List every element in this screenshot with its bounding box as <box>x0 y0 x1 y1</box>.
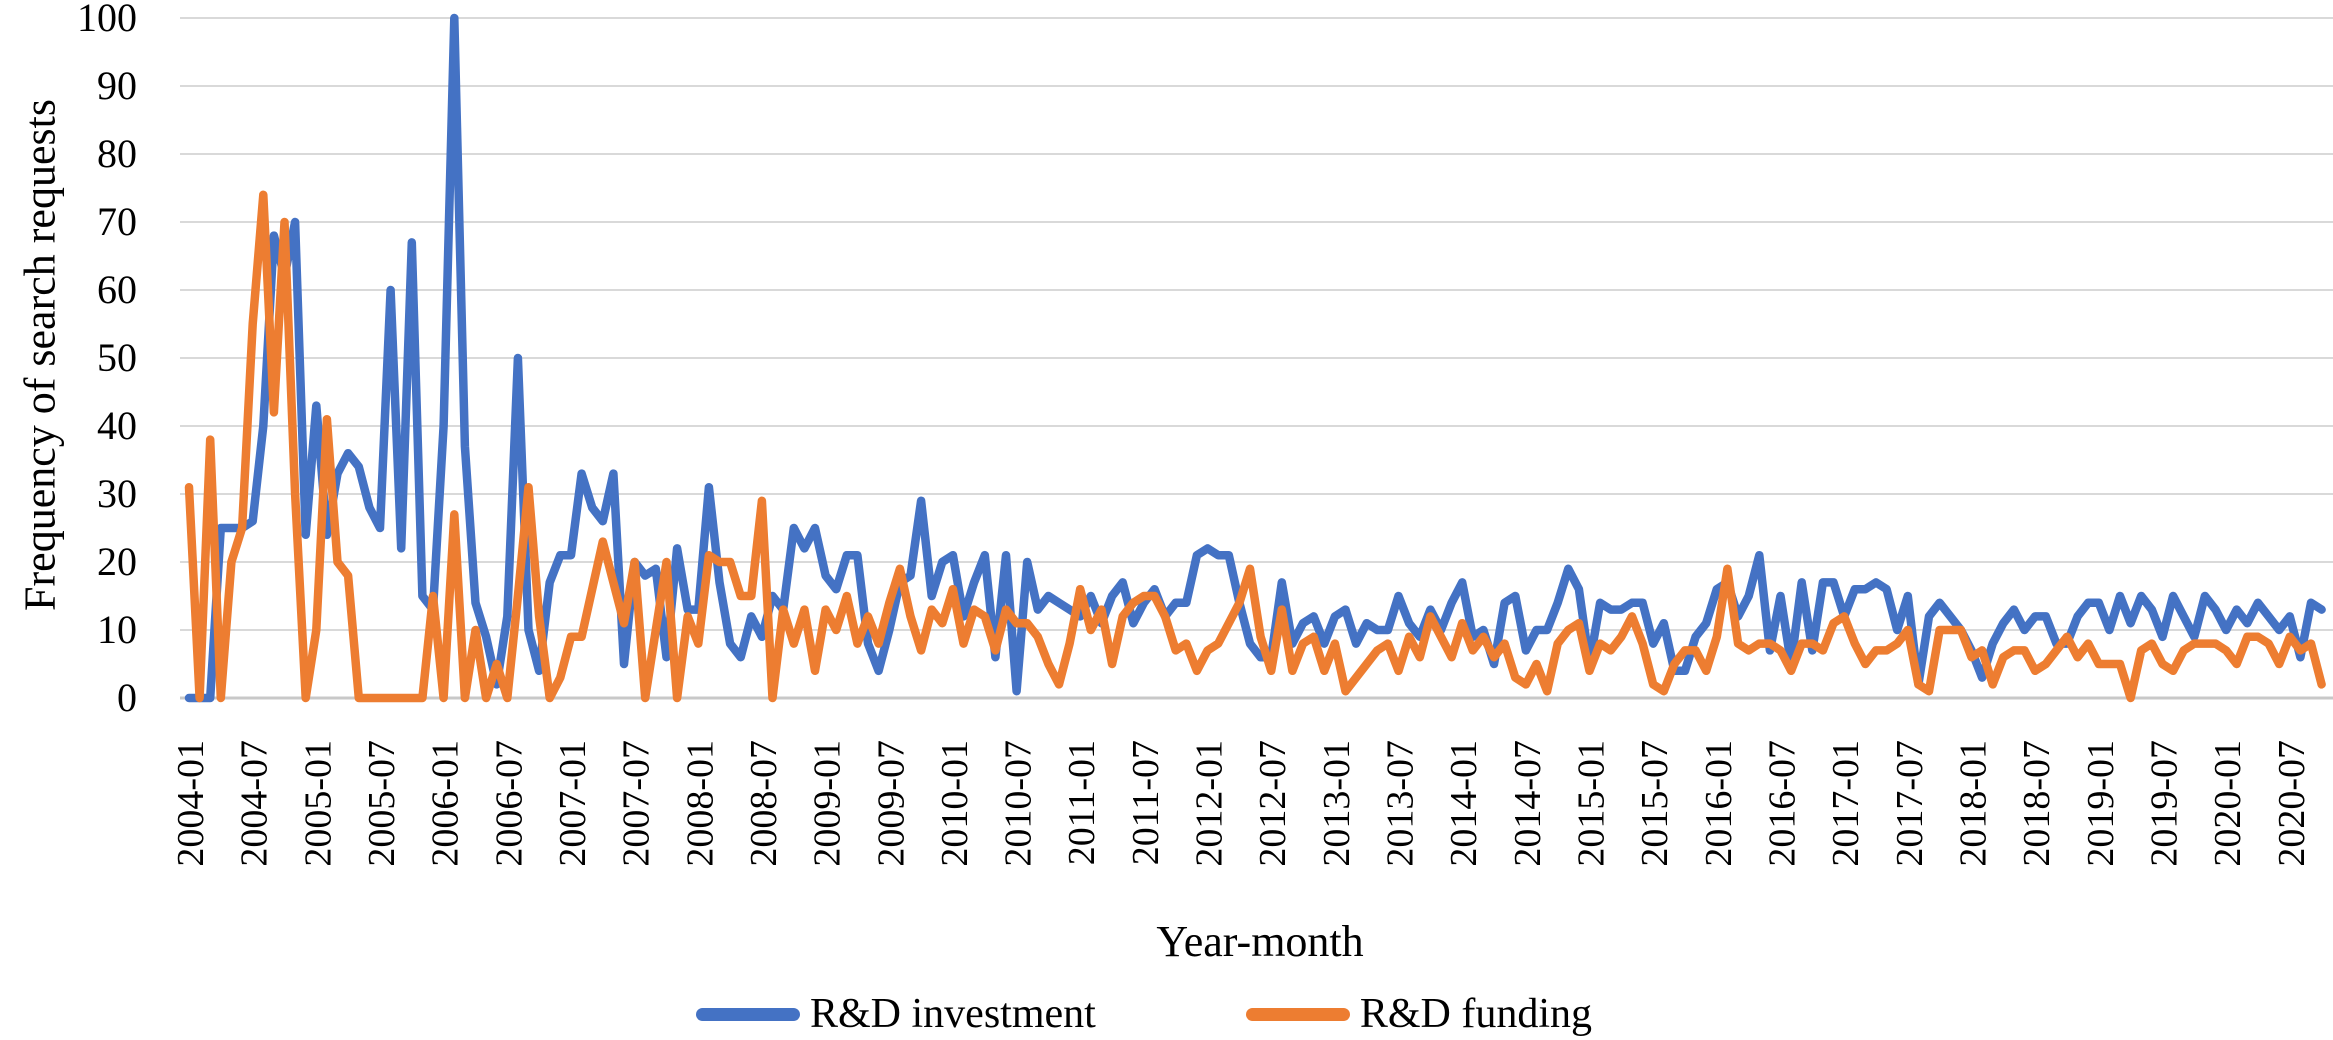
y-tick-label: 20 <box>97 539 137 584</box>
y-tick-label: 50 <box>97 335 137 380</box>
x-tick-label: 2013-01 <box>1316 740 1358 867</box>
y-tick-label: 0 <box>117 675 137 720</box>
x-tick-label: 2006-01 <box>425 740 467 867</box>
x-tick-label: 2005-07 <box>361 740 403 867</box>
x-tick-label: 2014-01 <box>1443 740 1485 867</box>
x-tick-label: 2010-07 <box>998 740 1040 867</box>
x-tick-label: 2015-01 <box>1571 740 1613 867</box>
legend-item-funding: R&D funding <box>1245 990 1592 1038</box>
x-tick-label: 2007-01 <box>552 740 594 867</box>
x-tick-label: 2012-01 <box>1189 740 1231 867</box>
x-tick-label: 2009-07 <box>870 740 912 867</box>
x-tick-label: 2019-01 <box>2080 740 2122 867</box>
x-tick-label: 2017-01 <box>1825 740 1867 867</box>
x-tick-label: 2011-01 <box>1061 740 1103 865</box>
x-tick-label: 2017-07 <box>1889 740 1931 867</box>
y-tick-label: 40 <box>97 403 137 448</box>
legend-swatch-investment-icon <box>696 1007 800 1021</box>
series-line-funding <box>184 190 2326 703</box>
x-tick-label: 2015-07 <box>1634 740 1676 867</box>
x-tick-label: 2004-01 <box>170 740 212 867</box>
y-tick-label: 70 <box>97 199 137 244</box>
x-tick-label: 2009-01 <box>807 740 849 867</box>
y-tick-label: 80 <box>97 131 137 176</box>
legend-label-investment: R&D investment <box>810 991 1096 1037</box>
legend-label-funding: R&D funding <box>1359 991 1592 1037</box>
x-tick-label: 2018-01 <box>1952 740 1994 867</box>
x-tick-label: 2018-07 <box>2016 740 2058 867</box>
y-tick-label: 30 <box>97 471 137 516</box>
x-tick-label: 2019-07 <box>2143 740 2185 867</box>
y-tick-label: 60 <box>97 267 137 312</box>
y-tick-label: 100 <box>77 0 137 40</box>
legend: R&D investment R&D funding <box>696 990 1592 1038</box>
legend-swatch-funding-icon <box>1245 1007 1350 1021</box>
x-tick-label: 2020-01 <box>2207 740 2249 867</box>
x-tick-label: 2016-07 <box>1762 740 1804 867</box>
y-axis-title: Frequency of search requests <box>15 99 65 611</box>
gridlines <box>180 17 2333 700</box>
x-tick-label: 2012-07 <box>1252 740 1294 867</box>
x-tick-label: 2006-07 <box>488 740 530 867</box>
x-tick-label: 2004-07 <box>234 740 276 867</box>
legend-item-investment: R&D investment <box>696 990 1096 1038</box>
x-tick-label: 2016-01 <box>1698 740 1740 867</box>
x-tick-label: 2008-07 <box>743 740 785 867</box>
x-tick-label: 2010-01 <box>934 740 976 867</box>
series-lines <box>184 13 2326 703</box>
x-tick-label: 2011-07 <box>1125 740 1167 865</box>
x-axis-title: Year-month <box>1156 917 1364 966</box>
y-tick-label: 90 <box>97 63 137 108</box>
x-axis-tick-labels: 2004-01 2004-07 2005-01 2005-07 2006-01 2006-… <box>170 740 2313 867</box>
x-tick-label: 2005-01 <box>297 740 339 867</box>
x-tick-label: 2014-07 <box>1507 740 1549 867</box>
x-tick-label: 2013-07 <box>1380 740 1422 867</box>
x-tick-label: 2020-07 <box>2271 740 2313 867</box>
y-tick-label: 10 <box>97 607 137 652</box>
x-tick-label: 2007-07 <box>616 740 658 867</box>
x-tick-label: 2008-01 <box>679 740 721 867</box>
